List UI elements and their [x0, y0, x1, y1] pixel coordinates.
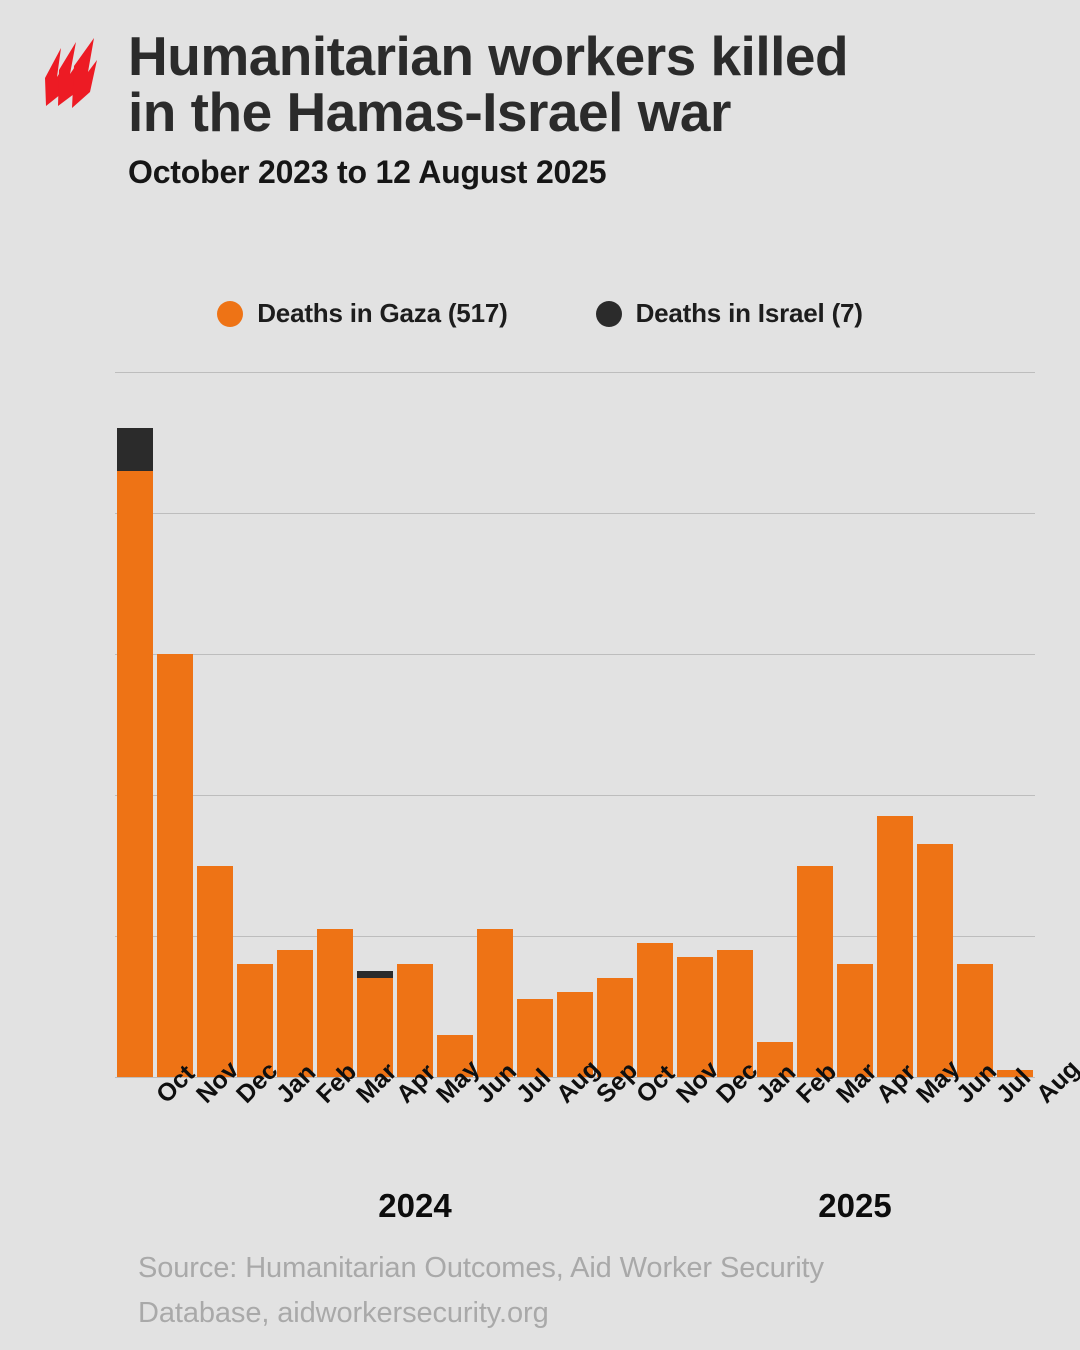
page-title-line-2: in the Hamas-Israel war	[128, 81, 731, 143]
x-axis-tick-label: Jul	[991, 1063, 1037, 1109]
bar-segment-israel[interactable]	[117, 428, 153, 471]
x-axis-tick-label: Apr	[391, 1058, 442, 1109]
x-axis-tick-label: Nov	[671, 1055, 725, 1109]
bar-segment-gaza[interactable]	[917, 844, 953, 1077]
chart-legend: Deaths in Gaza (517) Deaths in Israel (7…	[0, 298, 1080, 329]
bar-segment-gaza[interactable]	[637, 943, 673, 1077]
gridline	[115, 1077, 1035, 1078]
bar-group[interactable]	[397, 964, 433, 1077]
x-axis-year-label: 2024	[378, 1187, 452, 1224]
bar-group[interactable]	[357, 971, 393, 1077]
page-title-line-1: Humanitarian workers killed	[128, 25, 849, 87]
bar-segment-gaza[interactable]	[677, 957, 713, 1077]
bar-group[interactable]	[797, 865, 833, 1077]
x-axis-tick-label: Mar	[831, 1057, 883, 1109]
bar-group[interactable]	[117, 428, 153, 1077]
circle-swatch-icon-gaza	[217, 300, 244, 327]
bar-group[interactable]	[957, 964, 993, 1077]
gridline	[115, 936, 1035, 937]
x-axis-tick-label: Aug	[1031, 1054, 1080, 1109]
bar-group[interactable]	[517, 999, 553, 1077]
gridline	[115, 372, 1035, 373]
page-subtitle: October 2023 to 12 August 2025	[128, 154, 607, 190]
bar-segment-gaza[interactable]	[357, 978, 393, 1077]
gridline	[115, 654, 1035, 655]
bar-group[interactable]	[237, 964, 273, 1077]
bar-group[interactable]	[837, 964, 873, 1077]
x-axis-tick-label: Feb	[311, 1057, 363, 1109]
source-line-1: Source: Humanitarian Outcomes, Aid Worke…	[138, 1252, 824, 1284]
x-axis-tick-label: Jun	[951, 1057, 1003, 1109]
bar-group[interactable]	[917, 844, 953, 1077]
x-axis-tick-label: Jun	[471, 1057, 523, 1109]
legend-label-israel: Deaths in Israel (7)	[635, 298, 863, 328]
source-line-2: Database, aidworkersecurity.org	[138, 1297, 549, 1329]
x-axis-tick-label: Apr	[871, 1058, 922, 1109]
bar-group[interactable]	[477, 928, 513, 1077]
x-axis-tick-label: Feb	[791, 1057, 843, 1109]
legend-label-gaza: Deaths in Gaza (517)	[257, 298, 508, 328]
bar-segment-gaza[interactable]	[477, 928, 513, 1077]
bar-segment-gaza[interactable]	[117, 470, 153, 1077]
bar-group[interactable]	[557, 992, 593, 1077]
bar-segment-gaza[interactable]	[797, 865, 833, 1077]
bar-group[interactable]	[317, 928, 353, 1077]
legend-item-gaza: Deaths in Gaza (517)	[217, 298, 508, 329]
x-axis-tick-label: Sep	[591, 1056, 644, 1109]
bar-group[interactable]	[717, 950, 753, 1077]
x-axis-tick-label: Oct	[631, 1059, 681, 1109]
x-axis-tick-label: Jul	[511, 1063, 557, 1109]
bar-segment-gaza[interactable]	[997, 1069, 1033, 1077]
bar-group[interactable]	[877, 816, 913, 1077]
bar-segment-gaza[interactable]	[877, 816, 913, 1077]
bar-segment-gaza[interactable]	[597, 978, 633, 1077]
bar-segment-gaza[interactable]	[237, 964, 273, 1077]
title-block: Humanitarian workers killed in the Hamas…	[128, 28, 1058, 191]
gridline	[115, 795, 1035, 796]
bar-group[interactable]	[677, 957, 713, 1077]
x-axis-tick-label: Oct	[151, 1059, 201, 1109]
sbs-flame-logo-icon	[34, 36, 104, 108]
x-axis-tick-label: May	[911, 1054, 966, 1109]
bar-segment-gaza[interactable]	[757, 1041, 793, 1077]
legend-item-israel: Deaths in Israel (7)	[595, 298, 863, 329]
bar-group[interactable]	[997, 1069, 1033, 1077]
bar-group[interactable]	[437, 1034, 473, 1077]
x-axis-tick-label: Jan	[751, 1058, 802, 1109]
bar-segment-gaza[interactable]	[717, 950, 753, 1077]
x-axis-tick-label: May	[431, 1054, 486, 1109]
bar-segment-gaza[interactable]	[557, 992, 593, 1077]
bar-group[interactable]	[197, 865, 233, 1077]
bar-group[interactable]	[637, 943, 673, 1077]
gridline	[115, 513, 1035, 514]
x-axis-tick-label: Dec	[711, 1056, 764, 1109]
x-axis-tick-label: Nov	[191, 1055, 245, 1109]
source-note: Source: Humanitarian Outcomes, Aid Worke…	[138, 1246, 1018, 1336]
bar-segment-gaza[interactable]	[397, 964, 433, 1077]
bar-segment-gaza[interactable]	[157, 654, 193, 1077]
bar-segment-israel[interactable]	[357, 971, 393, 979]
bar-segment-gaza[interactable]	[317, 928, 353, 1077]
bar-segment-gaza[interactable]	[957, 964, 993, 1077]
bar-series-container	[115, 372, 1035, 1077]
x-axis-tick-label: Jan	[271, 1058, 322, 1109]
bar-segment-gaza[interactable]	[277, 950, 313, 1077]
bar-segment-gaza[interactable]	[517, 999, 553, 1077]
bar-segment-gaza[interactable]	[197, 865, 233, 1077]
bar-group[interactable]	[157, 654, 193, 1077]
bar-group[interactable]	[757, 1041, 793, 1077]
x-axis-tick-label: Mar	[351, 1057, 403, 1109]
plot-area	[115, 372, 1035, 1078]
bar-segment-gaza[interactable]	[837, 964, 873, 1077]
bar-group[interactable]	[277, 950, 313, 1077]
x-axis-year-label: 2025	[818, 1187, 892, 1224]
x-axis-tick-label: Aug	[551, 1054, 606, 1109]
circle-swatch-icon-israel	[595, 300, 622, 327]
bar-segment-gaza[interactable]	[437, 1034, 473, 1077]
x-axis-tick-label: Dec	[231, 1056, 284, 1109]
bar-group[interactable]	[597, 978, 633, 1077]
